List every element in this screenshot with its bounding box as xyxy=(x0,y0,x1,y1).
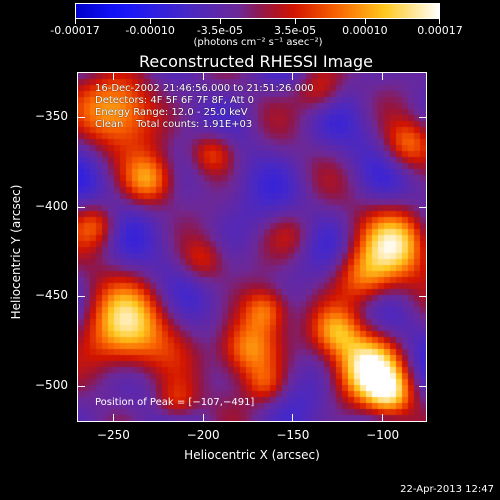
x-axis-label: Heliocentric X (arcsec) xyxy=(184,448,320,462)
y-tick-label: −450 xyxy=(35,288,68,303)
x-tick xyxy=(292,414,294,422)
x-tick xyxy=(382,414,384,422)
info-line-counts: Clean Total counts: 1.91E+03 xyxy=(95,119,253,130)
x-tick xyxy=(112,414,114,422)
x-tick xyxy=(292,72,294,80)
colorbar-tick-label: -0.00010 xyxy=(125,24,175,37)
colorbar-tick-label: -3.5e-05 xyxy=(196,24,244,37)
x-tick xyxy=(382,72,384,80)
timestamp: 22-Apr-2013 12:47 xyxy=(400,484,494,495)
colorbar xyxy=(75,3,440,19)
y-tick xyxy=(419,116,427,118)
colorbar-tick xyxy=(219,19,221,24)
colorbar-tick xyxy=(439,19,440,24)
x-tick xyxy=(112,72,114,80)
colorbar-tick-label: 3.5e-05 xyxy=(273,24,317,37)
colorbar-units: (photons cm⁻² s⁻¹ asec⁻²) xyxy=(193,37,323,48)
y-tick xyxy=(77,386,85,388)
x-tick-label: −100 xyxy=(366,428,400,442)
x-tick-label: −250 xyxy=(96,428,130,442)
heatmap-image xyxy=(78,73,426,421)
x-tick xyxy=(202,72,204,80)
colorbar-tick-label: 0.00010 xyxy=(342,24,388,37)
info-line-time: 16-Dec-2002 21:46:56.000 to 21:51:26.000 xyxy=(95,83,314,94)
y-tick xyxy=(419,206,427,208)
info-line-energy: Energy Range: 12.0 - 25.0 keV xyxy=(95,107,248,118)
plot-area: 16-Dec-2002 21:46:56.000 to 21:51:26.000… xyxy=(77,72,427,422)
y-tick xyxy=(419,296,427,298)
y-tick xyxy=(77,296,85,298)
colorbar-tick xyxy=(295,19,297,24)
colorbar-tick xyxy=(150,19,152,24)
colorbar-tick xyxy=(364,19,366,24)
colorbar-tick-label: -0.00017 xyxy=(50,24,100,37)
x-tick-label: −200 xyxy=(186,428,220,442)
info-line-detectors: Detectors: 4F 5F 6F 7F 8F, Att 0 xyxy=(95,95,255,106)
x-tick xyxy=(202,414,204,422)
y-axis-label: Heliocentric Y (arcsec) xyxy=(9,184,23,320)
x-tick-label: −150 xyxy=(276,428,310,442)
y-tick xyxy=(419,386,427,388)
y-tick-label: −500 xyxy=(35,378,68,393)
y-tick xyxy=(77,116,85,118)
peak-position-label: Position of Peak = [−107,−491] xyxy=(95,397,255,408)
y-tick-label: −350 xyxy=(35,108,68,123)
y-tick xyxy=(77,206,85,208)
colorbar-tick-label: 0.00017 xyxy=(417,24,463,37)
y-tick-label: −400 xyxy=(35,198,68,213)
plot-title: Reconstructed RHESSI Image xyxy=(139,52,373,71)
colorbar-tick xyxy=(75,19,76,24)
